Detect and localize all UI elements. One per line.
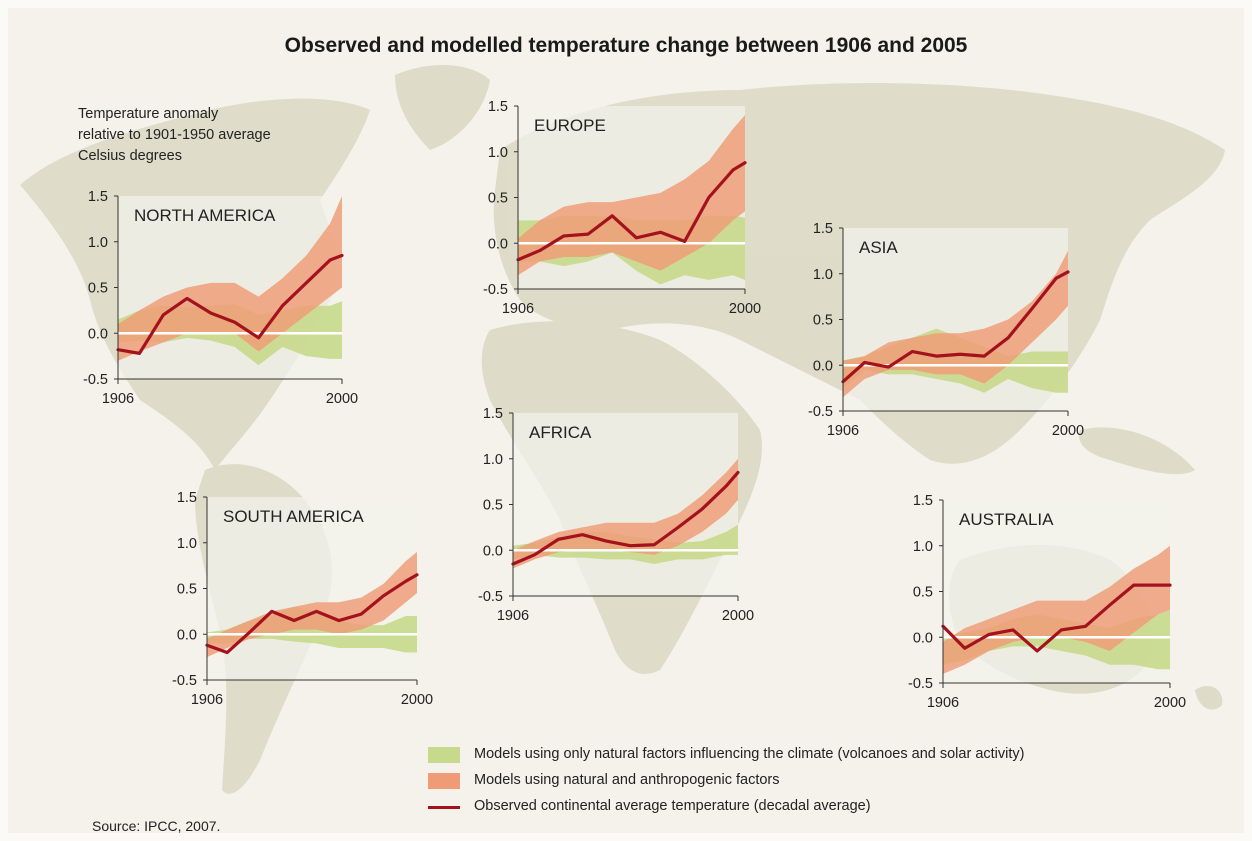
observed-line: [941, 583, 1172, 653]
y-tick-label: 0.0: [488, 236, 508, 252]
y-tick-label: 1.5: [177, 490, 197, 506]
y-tick-label: 0.0: [177, 627, 197, 643]
y-tick-label: 0.5: [913, 585, 933, 601]
observed-line: [841, 270, 1070, 384]
panel-title: SOUTH AMERICA: [223, 507, 364, 526]
x-tick-label: 2000: [401, 692, 433, 708]
band-anthropogenic: [118, 196, 342, 361]
x-tick-label: 1906: [102, 391, 134, 407]
y-tick-label: 1.0: [488, 145, 508, 161]
x-tick-label: 1906: [497, 608, 529, 624]
y-tick-label: -0.5: [172, 673, 197, 689]
chart-title: Observed and modelled temperature change…: [284, 34, 968, 57]
y-tick-label: 1.0: [88, 235, 108, 251]
y-tick-label: 0.5: [88, 281, 108, 297]
y-tick-label: 1.5: [483, 406, 503, 422]
legend-swatch-natural: [428, 747, 460, 763]
y-tick-label: 1.0: [177, 536, 197, 552]
x-tick-label: 1906: [827, 423, 859, 439]
y-tick-label: 1.5: [88, 189, 108, 205]
y-tick-label: -0.5: [83, 372, 108, 388]
chart-panel: 1.5 1.0 0.5 0.0 -0.5 1906 2000 ASIA: [808, 221, 1084, 439]
panel-title: ASIA: [859, 238, 898, 257]
observed-line: [205, 573, 419, 655]
y-tick-label: 0.0: [813, 358, 833, 374]
y-axis-units-text: Temperature anomaly relative to 1901-195…: [78, 104, 271, 167]
y-tick-label: 1.0: [913, 539, 933, 555]
x-tick-label: 2000: [1154, 695, 1186, 711]
y-tick-label: 0.0: [483, 543, 503, 559]
y-tick-label: 0.5: [813, 313, 833, 329]
y-tick-label: 0.5: [483, 498, 503, 514]
y-tick-label: 1.5: [488, 99, 508, 115]
x-tick-label: 1906: [927, 695, 959, 711]
y-tick-label: 1.0: [483, 452, 503, 468]
units-line: relative to 1901-1950 average: [78, 127, 271, 143]
y-tick-label: -0.5: [478, 589, 503, 605]
y-tick-label: 1.0: [813, 267, 833, 283]
chart-panel: 1.5 1.0 0.5 0.0 -0.5 1906 2000 EUROPE: [483, 99, 761, 317]
observed-line: [116, 253, 344, 355]
y-tick-label: 0.5: [177, 582, 197, 598]
panel-title: AFRICA: [529, 423, 592, 442]
chart-panel: 1.5 1.0 0.5 0.0 -0.5 1906 2000 AFRICA: [478, 406, 754, 624]
y-tick-label: 0.0: [88, 326, 108, 342]
x-tick-label: 1906: [191, 692, 223, 708]
source-note: Source: IPCC, 2007.: [92, 818, 221, 834]
chart-panel: 1.5 1.0 0.5 0.0 -0.5 1906 2000 NORTH AMERICA: [83, 189, 358, 407]
observed-line: [511, 470, 740, 566]
legend-swatch-observed: [428, 806, 460, 809]
legend-label: Models using only natural factors influe…: [474, 746, 1025, 762]
y-tick-label: 1.5: [813, 221, 833, 237]
y-tick-label: 1.5: [913, 493, 933, 509]
y-tick-label: -0.5: [808, 404, 833, 420]
legend-swatch-anthropogenic: [428, 773, 460, 789]
observed-line: [516, 161, 747, 262]
units-line: Temperature anomaly: [78, 106, 219, 122]
panel-title: AUSTRALIA: [959, 510, 1054, 529]
y-tick-label: -0.5: [908, 676, 933, 692]
units-line: Celsius degrees: [78, 148, 182, 164]
map-greenland: [395, 64, 490, 150]
y-tick-label: 0.5: [488, 191, 508, 207]
x-tick-label: 1906: [502, 301, 534, 317]
panel-title: NORTH AMERICA: [134, 206, 276, 225]
legend-label: Observed continental average temperature…: [474, 798, 871, 814]
band-anthropogenic: [943, 545, 1170, 674]
chart-panel: 1.5 1.0 0.5 0.0 -0.5 1906 2000 SOUTH AMERICA: [172, 490, 433, 708]
band-anthropogenic: [513, 458, 738, 569]
x-tick-label: 2000: [1052, 423, 1084, 439]
panel-title: EUROPE: [534, 116, 606, 135]
x-tick-label: 2000: [722, 608, 754, 624]
x-tick-label: 2000: [326, 391, 358, 407]
y-tick-label: 0.0: [913, 630, 933, 646]
legend-label: Models using natural and anthropogenic f…: [474, 772, 780, 788]
band-anthropogenic: [207, 551, 417, 658]
chart-panel: 1.5 1.0 0.5 0.0 -0.5 1906 2000 AUSTRALIA: [908, 493, 1186, 711]
y-tick-label: -0.5: [483, 282, 508, 298]
x-tick-label: 2000: [729, 301, 761, 317]
